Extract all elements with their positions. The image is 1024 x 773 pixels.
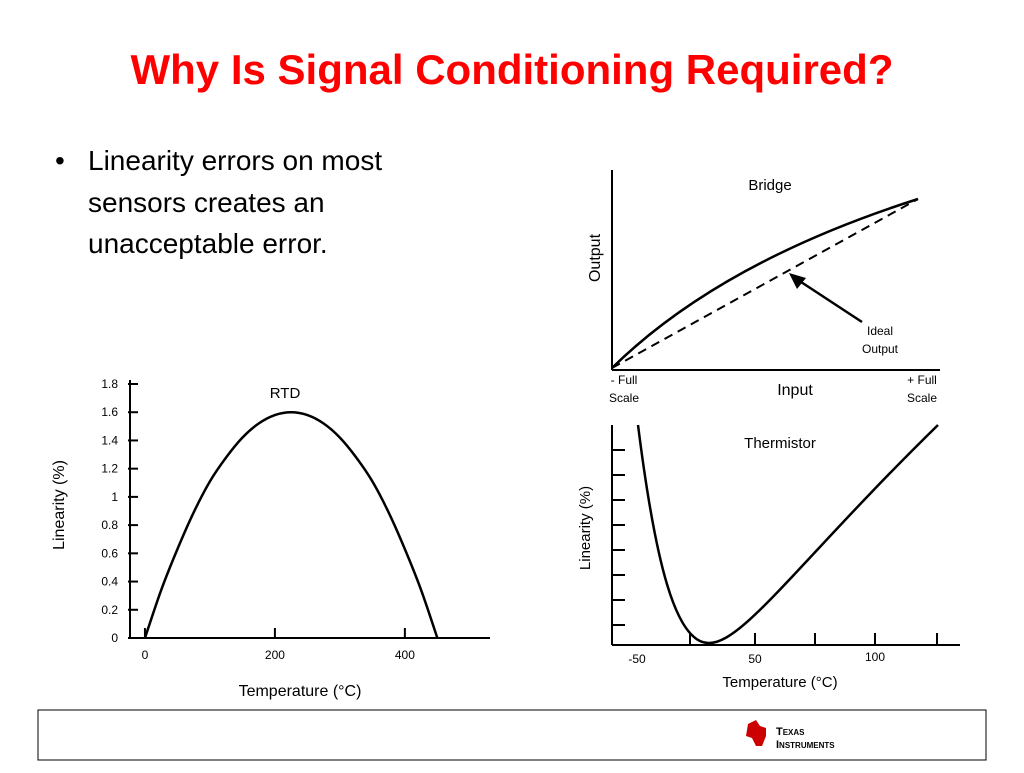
y-tick-label: 0.6 bbox=[101, 546, 118, 560]
y-tick-label: 0.8 bbox=[101, 518, 118, 532]
ideal-line bbox=[611, 198, 919, 369]
logo-text: Instruments bbox=[776, 739, 835, 751]
y-tick-label: 1.2 bbox=[101, 462, 118, 476]
x-tick-label: 400 bbox=[395, 648, 415, 662]
bridge-diagram: Bridge Output Input - Full Scale + Full … bbox=[587, 170, 940, 405]
bullet-text: Linearity errors on most bbox=[88, 145, 382, 176]
logo-text: Texas bbox=[776, 726, 805, 738]
x-label: Temperature (°C) bbox=[722, 674, 837, 691]
x-tick-label: -50 bbox=[628, 652, 646, 666]
arrow bbox=[797, 278, 863, 324]
x-tick-label: 200 bbox=[265, 648, 285, 662]
thermistor-curve bbox=[636, 424, 939, 645]
y-label: Linearity (%) bbox=[577, 486, 594, 570]
y-tick-label: 0.2 bbox=[101, 603, 118, 617]
bridge-curve bbox=[611, 197, 919, 369]
x-end-label: Scale bbox=[907, 391, 937, 405]
annotation: Ideal bbox=[867, 324, 893, 338]
y-label: Output bbox=[587, 233, 604, 282]
y-tick-label: 1.4 bbox=[101, 433, 118, 447]
diagram-title: Bridge bbox=[748, 177, 791, 194]
rtd-curve bbox=[143, 410, 439, 639]
arrow-head bbox=[789, 273, 806, 289]
bullet-text: sensors creates an bbox=[88, 187, 325, 218]
bullet-text: unacceptable error. bbox=[88, 228, 328, 259]
x-tick-label: 100 bbox=[865, 650, 885, 664]
x-end-label: + Full bbox=[907, 373, 937, 387]
x-end-label: Scale bbox=[609, 391, 639, 405]
y-tick-label: 1.8 bbox=[101, 377, 118, 391]
y-tick-label: 0 bbox=[111, 631, 118, 645]
y-tick-label: 0.4 bbox=[101, 575, 118, 589]
logo-mark bbox=[746, 720, 766, 746]
thermistor-diagram: Thermistor Linearity (%) -50 50 100 Temp… bbox=[577, 424, 960, 691]
annotation: Output bbox=[862, 342, 899, 356]
x-tick-label: 0 bbox=[142, 648, 149, 662]
bullet-dot: • bbox=[55, 145, 65, 176]
y-tick-label: 1.6 bbox=[101, 405, 118, 419]
x-label: Input bbox=[777, 382, 813, 399]
y-tick-label: 1 bbox=[111, 490, 118, 504]
footer-box bbox=[37, 709, 987, 761]
chart-title: RTD bbox=[270, 385, 301, 402]
slide-title: Why Is Signal Conditioning Required? bbox=[131, 46, 894, 93]
diagram-title: Thermistor bbox=[744, 435, 816, 452]
y-label: Linearity (%) bbox=[51, 460, 68, 550]
x-label: Temperature (°C) bbox=[239, 683, 362, 700]
tick-marks bbox=[612, 449, 938, 645]
x-tick-label: 50 bbox=[748, 652, 762, 666]
x-end-label: - Full bbox=[611, 373, 638, 387]
